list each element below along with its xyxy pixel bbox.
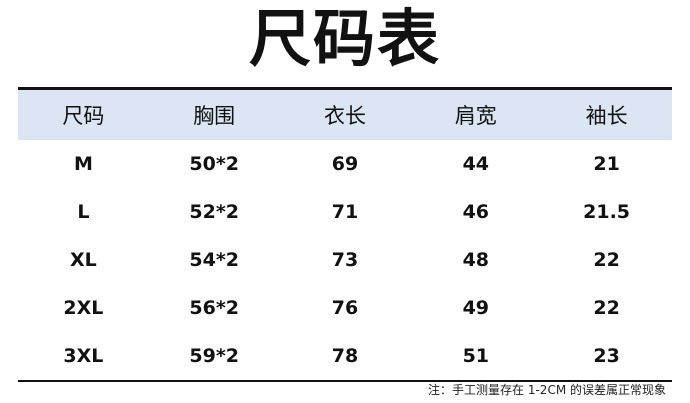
header-length: 衣长 bbox=[323, 104, 366, 128]
table-row: L 52*2 71 46 21.5 bbox=[18, 188, 672, 236]
cell-sleeve: 21 bbox=[593, 153, 620, 175]
cell-chest: 52*2 bbox=[189, 201, 239, 223]
header-shoulder: 肩宽 bbox=[454, 104, 497, 128]
table-row: 3XL 59*2 78 51 23 bbox=[18, 332, 672, 380]
cell-size: XL bbox=[70, 249, 97, 271]
cell-chest: 50*2 bbox=[189, 153, 239, 175]
cell-shoulder: 49 bbox=[462, 297, 490, 319]
cell-length: 76 bbox=[331, 297, 359, 319]
cell-chest: 54*2 bbox=[189, 249, 239, 271]
cell-size: 3XL bbox=[63, 345, 104, 367]
header-sleeve: 袖长 bbox=[585, 104, 628, 128]
cell-chest: 59*2 bbox=[189, 345, 239, 367]
cell-chest: 56*2 bbox=[189, 297, 239, 319]
cell-length: 69 bbox=[331, 153, 359, 175]
cell-shoulder: 51 bbox=[462, 345, 490, 367]
cell-shoulder: 44 bbox=[462, 153, 490, 175]
cell-sleeve: 23 bbox=[593, 345, 620, 367]
table-bottom-rule bbox=[18, 380, 672, 382]
cell-sleeve: 21.5 bbox=[583, 201, 631, 223]
cell-sleeve: 22 bbox=[593, 249, 620, 271]
page-title: 尺码表 bbox=[248, 2, 441, 75]
measurement-note: 注：手工测量存在 1-2CM 的误差属正常现象 bbox=[428, 383, 666, 397]
table-row: 2XL 56*2 76 49 22 bbox=[18, 284, 672, 332]
cell-size: 2XL bbox=[63, 297, 104, 319]
cell-size: M bbox=[73, 153, 93, 175]
cell-length: 78 bbox=[331, 345, 359, 367]
table-row: XL 54*2 73 48 22 bbox=[18, 236, 672, 284]
header-chest: 胸围 bbox=[193, 104, 236, 128]
cell-size: L bbox=[77, 201, 90, 223]
table-row: M 50*2 69 44 21 bbox=[18, 140, 672, 188]
cell-length: 73 bbox=[331, 249, 359, 271]
size-table: 尺码 胸围 衣长 肩宽 袖长 M 50*2 69 44 21 L 52*2 71 46 21.5 X… bbox=[18, 87, 672, 382]
cell-sleeve: 22 bbox=[593, 297, 620, 319]
header-size: 尺码 bbox=[62, 104, 105, 128]
cell-shoulder: 48 bbox=[462, 249, 490, 271]
cell-length: 71 bbox=[331, 201, 359, 223]
table-header: 尺码 胸围 衣长 肩宽 袖长 bbox=[18, 90, 672, 140]
cell-shoulder: 46 bbox=[462, 201, 490, 223]
